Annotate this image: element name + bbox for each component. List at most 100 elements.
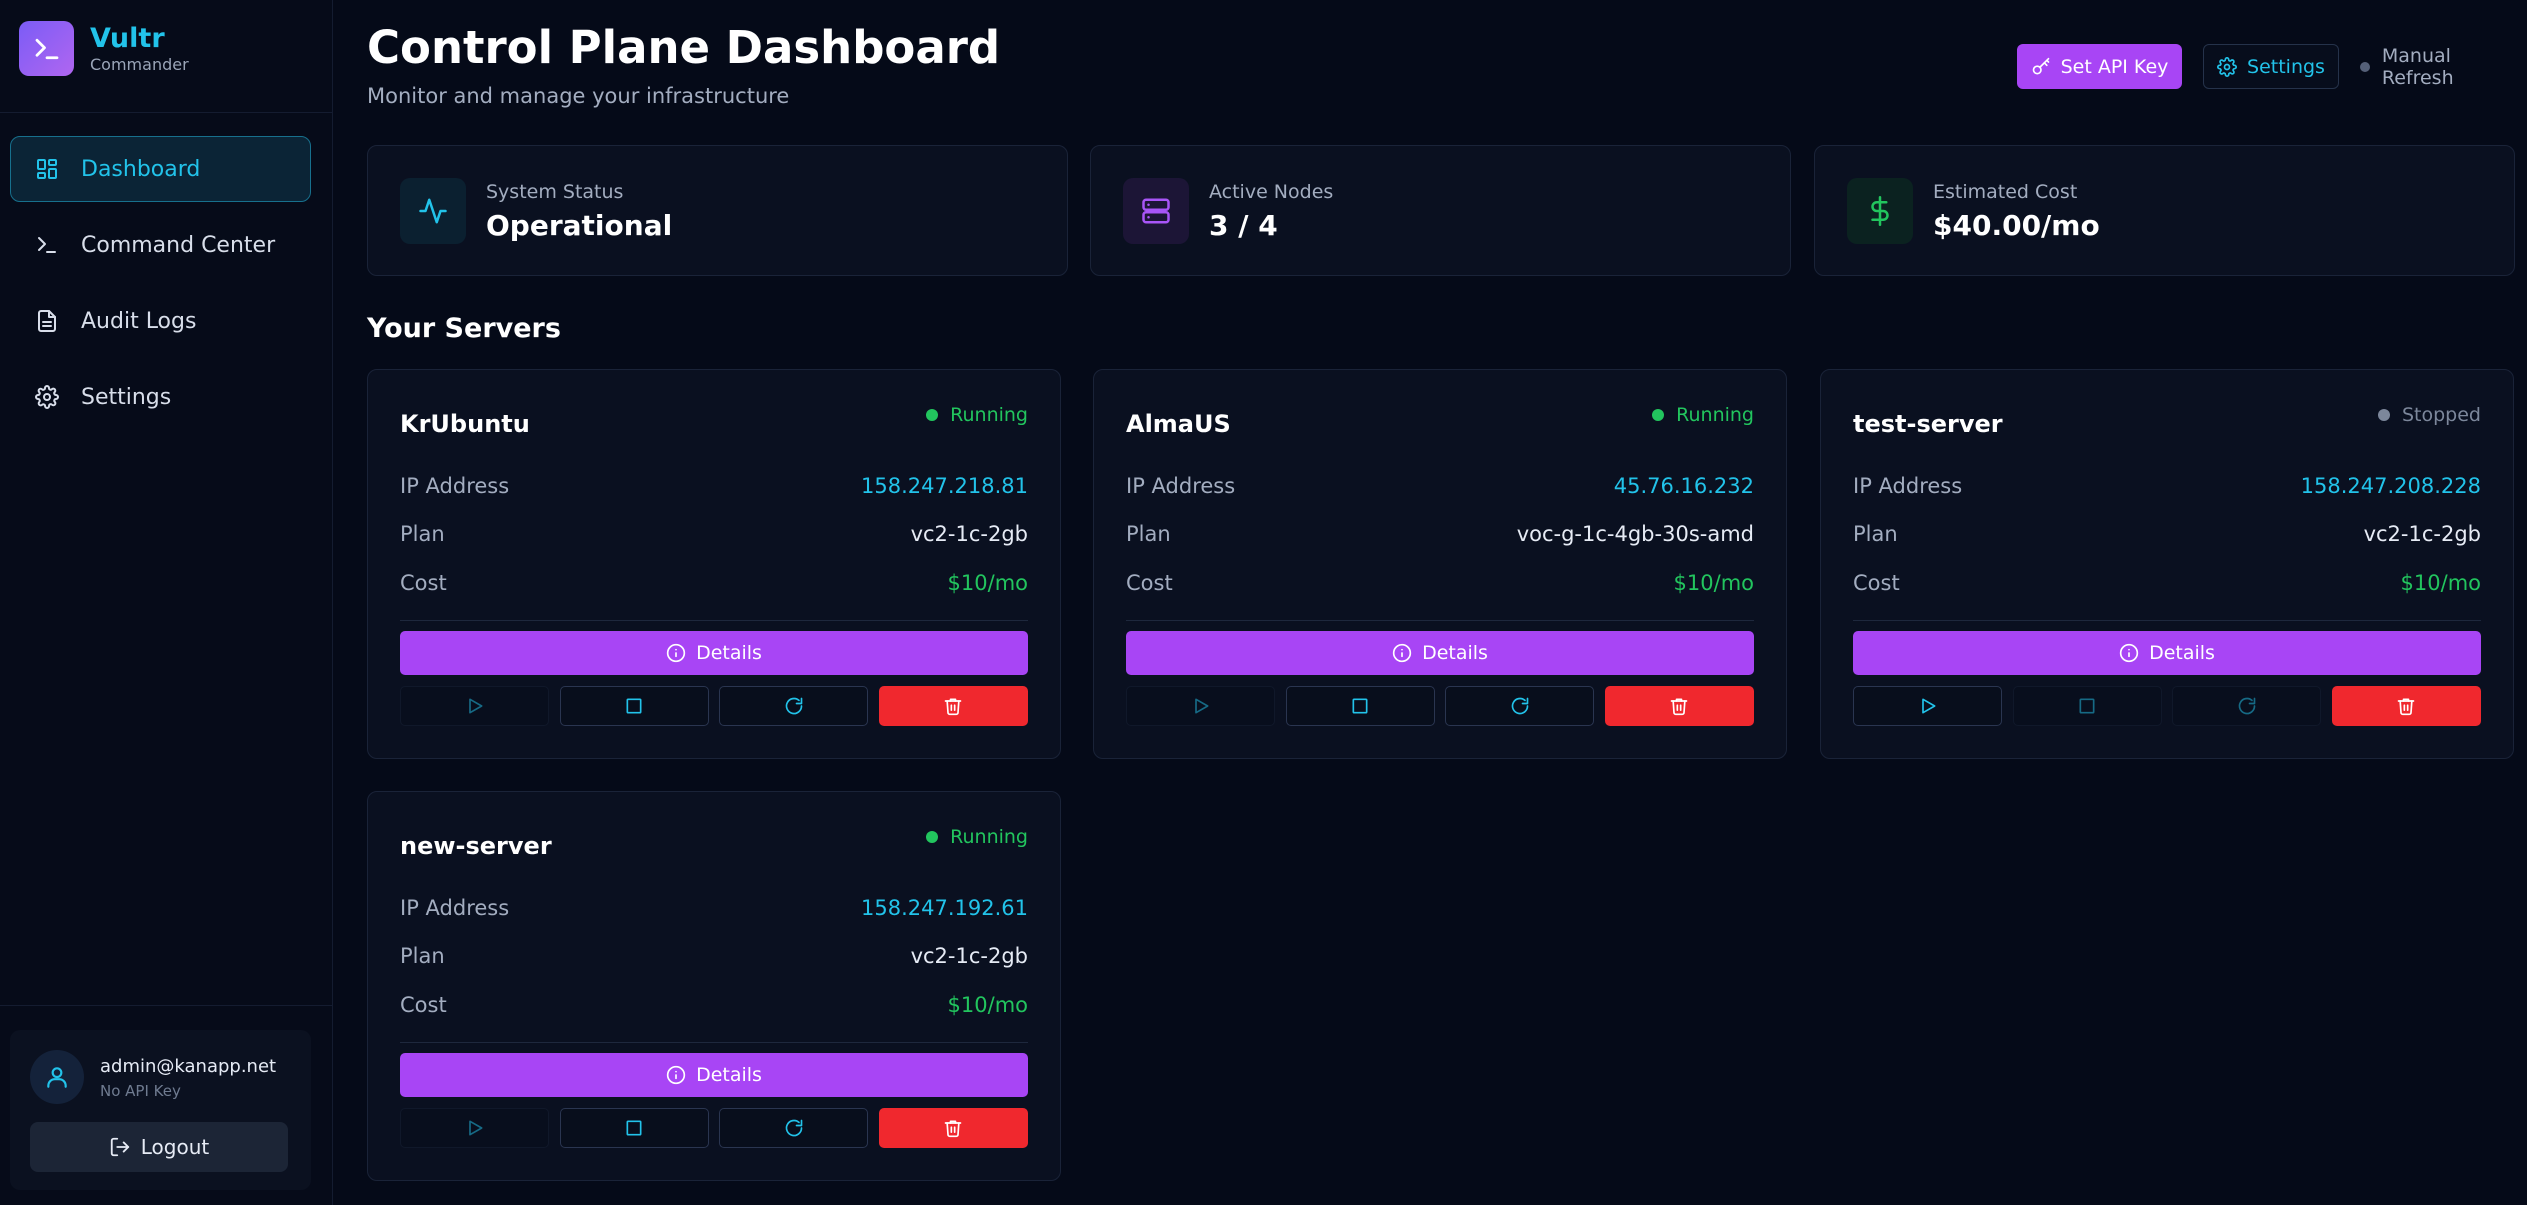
- cost-label: Cost: [1853, 571, 1900, 595]
- stat-card-system-status: System Status Operational: [367, 145, 1068, 276]
- trash-icon: [945, 698, 962, 716]
- status-label: Running: [950, 404, 1028, 426]
- plan-value: vc2-1c-2gb: [910, 522, 1028, 546]
- ip-value: 45.76.16.232: [1613, 474, 1754, 498]
- cost-label: Cost: [400, 993, 447, 1017]
- gear-icon: [33, 383, 61, 411]
- start-button[interactable]: [400, 1108, 549, 1148]
- api-key-status: No API Key: [100, 1082, 181, 1100]
- stop-button[interactable]: [1285, 686, 1435, 726]
- info-icon: [666, 1065, 686, 1085]
- details-button[interactable]: Details: [400, 1053, 1028, 1097]
- stop-button[interactable]: [2012, 686, 2162, 726]
- set-api-key-button[interactable]: Set API Key: [2017, 44, 2182, 89]
- plan-value: vc2-1c-2gb: [2363, 522, 2481, 546]
- divider: [0, 1005, 333, 1006]
- delete-button[interactable]: [2331, 686, 2481, 726]
- start-button[interactable]: [400, 686, 549, 726]
- stop-icon: [626, 1120, 642, 1136]
- sidebar-item-label: Command Center: [81, 232, 276, 258]
- terminal-icon: [33, 231, 61, 259]
- info-icon: [2119, 643, 2139, 663]
- status-dot: [926, 409, 939, 421]
- status-label: Running: [1676, 404, 1754, 426]
- stop-button[interactable]: [559, 686, 709, 726]
- delete-button[interactable]: [878, 1108, 1028, 1148]
- sidebar-item-audit-logs[interactable]: Audit Logs: [10, 288, 311, 354]
- plan-value: voc-g-1c-4gb-30s-amd: [1516, 522, 1754, 546]
- cost-value: $10/mo: [947, 571, 1028, 595]
- server-name: new-server: [400, 832, 552, 860]
- ip-label: IP Address: [400, 474, 510, 498]
- divider: [1126, 620, 1754, 621]
- refresh-icon: [1511, 697, 1529, 715]
- trash-icon: [2398, 698, 2415, 716]
- gear-icon: [2217, 56, 2237, 77]
- server-actions: [400, 686, 1028, 726]
- sidebar-nav: Dashboard Command Center Audit Logs Sett…: [10, 136, 311, 440]
- brand-subtitle: Commander: [90, 54, 189, 74]
- reboot-button[interactable]: [719, 1108, 869, 1148]
- server-icon: [1123, 178, 1189, 244]
- plan-label: Plan: [400, 522, 445, 546]
- cost-value: $10/mo: [947, 993, 1028, 1017]
- stat-label: System Status: [486, 181, 624, 203]
- terminal-logo-icon: [19, 21, 74, 76]
- settings-button[interactable]: Settings: [2203, 44, 2339, 89]
- status-dot: [926, 831, 939, 843]
- delete-button[interactable]: [1604, 686, 1754, 726]
- status-badge: Running: [926, 404, 1028, 426]
- server-actions: [1853, 686, 2481, 726]
- details-button[interactable]: Details: [1853, 631, 2481, 675]
- stop-icon: [626, 698, 642, 714]
- status-dot: [2377, 409, 2390, 421]
- ip-value: 158.247.192.61: [861, 896, 1028, 920]
- sidebar-item-command-center[interactable]: Command Center: [10, 212, 311, 278]
- logout-label: Logout: [140, 1135, 210, 1159]
- plan-value: vc2-1c-2gb: [910, 944, 1028, 968]
- start-button[interactable]: [1853, 686, 2002, 726]
- stat-label: Active Nodes: [1209, 181, 1334, 203]
- status-label: Stopped: [2401, 404, 2481, 426]
- dashboard-icon: [33, 155, 61, 183]
- stop-icon: [2079, 698, 2095, 714]
- key-icon: [2031, 57, 2051, 77]
- refresh-icon: [2238, 697, 2256, 715]
- set-api-key-label: Set API Key: [2060, 55, 2169, 78]
- server-actions: [400, 1108, 1028, 1148]
- details-button[interactable]: Details: [1126, 631, 1754, 675]
- reboot-button[interactable]: [2172, 686, 2322, 726]
- section-title: Your Servers: [367, 313, 561, 344]
- server-actions: [1126, 686, 1754, 726]
- activity-icon: [400, 178, 466, 244]
- sidebar-item-settings[interactable]: Settings: [10, 364, 311, 430]
- server-name: KrUbuntu: [400, 410, 530, 438]
- brand[interactable]: Vultr Commander: [19, 21, 189, 76]
- stat-value: $40.00/mo: [1933, 209, 2100, 242]
- avatar: [30, 1050, 84, 1104]
- details-label: Details: [696, 642, 762, 664]
- info-icon: [1392, 643, 1412, 663]
- cost-label: Cost: [400, 571, 447, 595]
- reboot-button[interactable]: [719, 686, 869, 726]
- details-label: Details: [1422, 642, 1488, 664]
- stop-button[interactable]: [559, 1108, 709, 1148]
- status-label: Running: [950, 826, 1028, 848]
- details-label: Details: [2149, 642, 2215, 664]
- server-card: new-server Running IP Address 158.247.192…: [367, 791, 1061, 1181]
- sidebar-item-label: Dashboard: [81, 156, 201, 182]
- logout-button[interactable]: Logout: [30, 1122, 288, 1172]
- settings-label: Settings: [2247, 55, 2325, 78]
- sidebar: Vultr Commander Dashboard Command Center…: [0, 0, 333, 1205]
- cost-value: $10/mo: [1673, 571, 1754, 595]
- play-icon: [468, 698, 482, 714]
- delete-button[interactable]: [878, 686, 1028, 726]
- manual-refresh-toggle[interactable]: Manual Refresh: [2360, 44, 2527, 89]
- start-button[interactable]: [1126, 686, 1275, 726]
- status-badge: Running: [1652, 404, 1754, 426]
- reboot-button[interactable]: [1445, 686, 1595, 726]
- sidebar-item-label: Settings: [81, 384, 172, 410]
- details-button[interactable]: Details: [400, 631, 1028, 675]
- stop-icon: [1352, 698, 1368, 714]
- sidebar-item-dashboard[interactable]: Dashboard: [10, 136, 311, 202]
